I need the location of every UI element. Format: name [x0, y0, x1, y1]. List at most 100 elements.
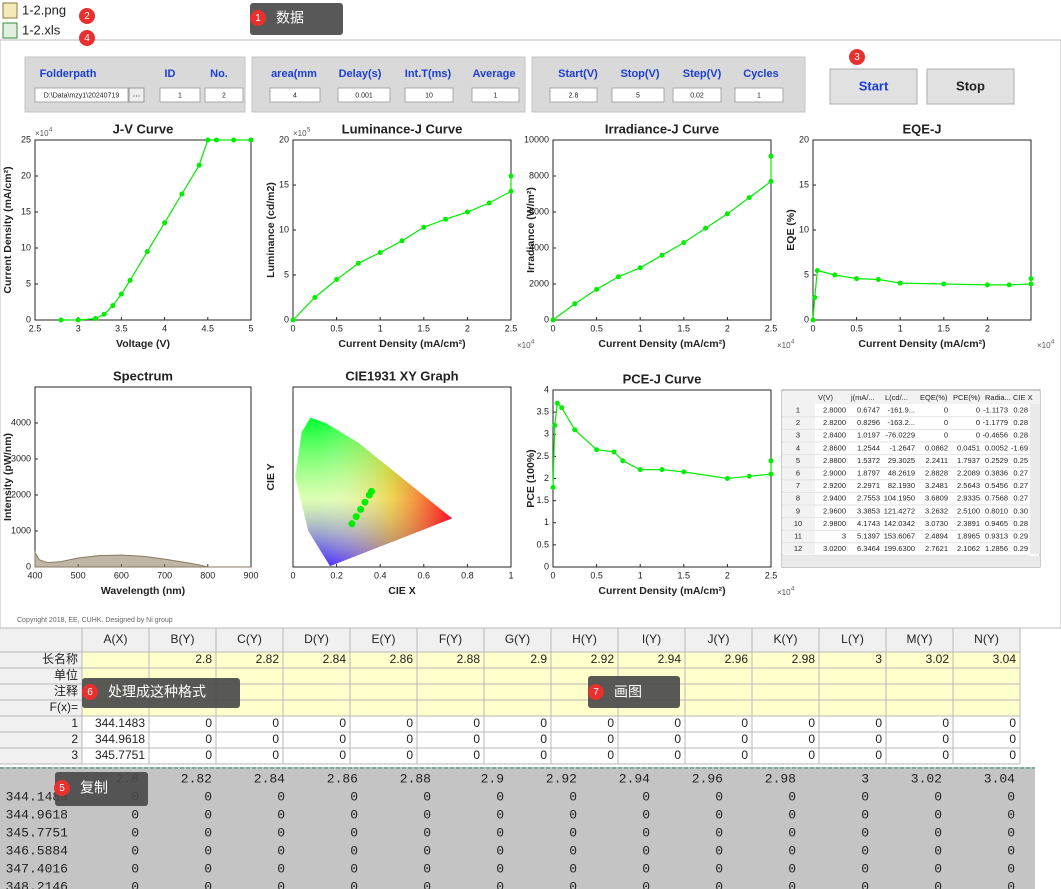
- sheet-cell: 0: [1009, 716, 1016, 730]
- sheet-cell: 0: [875, 732, 882, 746]
- file-name[interactable]: 1-2.png: [22, 2, 66, 17]
- pasted-cell: 0: [423, 825, 431, 840]
- marker: [334, 277, 340, 282]
- marker: [213, 137, 219, 143]
- pasted-cell: 0: [934, 825, 942, 840]
- table-row-number: 8: [796, 494, 800, 503]
- pasted-cell: 0: [861, 825, 869, 840]
- input-value: 5: [636, 92, 640, 99]
- callout-text: 处理成这种格式: [108, 684, 206, 700]
- sheet-row-label: 单位: [54, 667, 78, 682]
- pasted-cell: 0: [204, 843, 212, 858]
- file-name[interactable]: 1-2.xls: [22, 22, 61, 37]
- axis-multiplier: ×10: [777, 588, 791, 597]
- input-box[interactable]: [204, 87, 244, 103]
- table-cell: 0.28: [1013, 519, 1028, 528]
- callout-badge: [79, 30, 95, 46]
- y-tick-label: 1000: [11, 525, 31, 535]
- table-column-header: EQE(%): [920, 393, 948, 402]
- table-cell: 0.2529: [985, 456, 1008, 465]
- input-box[interactable]: [159, 87, 201, 103]
- browse-button[interactable]: [128, 87, 145, 103]
- file-icon: [2, 2, 18, 19]
- callout-box: [588, 676, 680, 708]
- sheet-cell: 344.1483: [95, 716, 145, 730]
- y-tick-label: 8000: [529, 170, 549, 180]
- table-cell: 0: [976, 405, 980, 414]
- pasted-cell: 0: [277, 807, 285, 822]
- table-cell: 0.8010: [985, 506, 1008, 515]
- input-box[interactable]: [269, 87, 321, 103]
- marker: [399, 238, 405, 244]
- pasted-header: 3.04: [984, 771, 1015, 786]
- pasted-cell: 0: [131, 843, 139, 858]
- input-box[interactable]: [337, 87, 391, 103]
- sheet-cell: 0: [540, 748, 547, 762]
- pasted-cell: 0: [1007, 861, 1015, 876]
- input-box[interactable]: [34, 87, 129, 103]
- input-box[interactable]: [611, 87, 665, 103]
- table-cell: 29.3025: [888, 456, 915, 465]
- pasted-cell: 344.1483: [6, 789, 68, 804]
- input-box[interactable]: [734, 87, 784, 103]
- input-value: 0.02: [690, 92, 704, 99]
- marker: [703, 225, 709, 231]
- table-cell: 2.4894: [925, 531, 948, 540]
- pasted-cell: 0: [715, 861, 723, 876]
- table-cell: 48.2619: [888, 468, 915, 477]
- input-box[interactable]: [471, 87, 520, 103]
- pasted-cell: 0: [350, 861, 358, 876]
- marker: [594, 447, 600, 453]
- input-box[interactable]: [404, 87, 454, 103]
- callout-box: [250, 3, 343, 35]
- marker: [637, 265, 643, 271]
- table-cell: 0.9313: [985, 531, 1008, 540]
- pasted-cell: 0: [350, 789, 358, 804]
- callout-number: 4: [84, 33, 90, 44]
- sheet-column-header: G(Y): [505, 632, 530, 646]
- input-box[interactable]: [672, 87, 722, 103]
- pasted-cell: 348.2146: [6, 879, 68, 889]
- axis-multiplier: ×10: [777, 341, 791, 350]
- button[interactable]: [926, 68, 1015, 105]
- table-cell: -1.2647: [890, 443, 915, 452]
- input-box[interactable]: [549, 87, 598, 103]
- table-cell: 2.5643: [957, 481, 980, 490]
- x-tick-label: 2.5: [29, 323, 42, 333]
- y-axis-label: Irradiance (W/m²): [525, 187, 537, 273]
- y-tick-label: 25: [21, 134, 31, 144]
- table-cell: 0.28: [1013, 405, 1028, 414]
- sheet-cell: 0: [406, 716, 413, 730]
- x-axis-label: Wavelength (nm): [101, 585, 185, 597]
- callout-text: 复制: [80, 780, 108, 796]
- input-value: D:\Data\mzy1\20240719: [44, 92, 120, 99]
- button[interactable]: [829, 68, 918, 105]
- pasted-cell: 0: [861, 843, 869, 858]
- table-row-number: 1: [796, 405, 800, 414]
- field-label: Folderpath: [40, 68, 97, 80]
- x-tick-label: 2: [985, 323, 990, 333]
- table-cell: 2.9200: [823, 481, 846, 490]
- input-value: 1: [178, 92, 182, 99]
- sheet-cell: 0: [339, 732, 346, 746]
- callout-badge: [250, 10, 266, 26]
- pasted-cell: 0: [277, 843, 285, 858]
- param-panel: [251, 56, 526, 113]
- scrollbar-v: [1030, 404, 1040, 554]
- table-cell: 1.0197: [857, 431, 880, 440]
- axis-multiplier-power: 4: [791, 340, 795, 346]
- sheet-cell: 0: [473, 732, 480, 746]
- marker: [162, 220, 168, 226]
- field-label: Average: [472, 68, 515, 80]
- marker: [58, 317, 64, 323]
- y-tick-label: 20: [799, 134, 809, 144]
- marker: [179, 191, 185, 197]
- input-value: 2.8: [569, 92, 579, 99]
- table-cell: 104.1950: [884, 494, 915, 503]
- pasted-cell: 0: [1007, 789, 1015, 804]
- sheet-column-header: L(Y): [841, 632, 864, 646]
- pasted-header: 2.96: [692, 771, 723, 786]
- y-tick-label: 6000: [529, 206, 549, 216]
- pasted-cell: 0: [934, 807, 942, 822]
- sheet-long-name: 2.9: [530, 652, 547, 666]
